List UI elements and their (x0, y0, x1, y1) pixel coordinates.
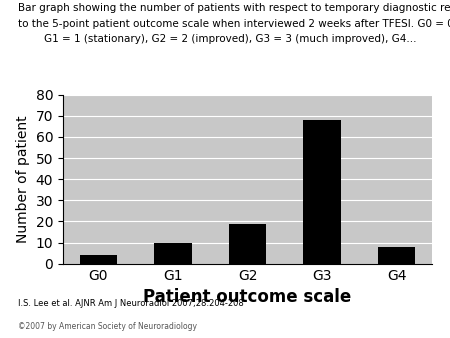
Bar (229, 223, 266, 264)
Text: AMERICAN JOURNAL OF NEURORADIOLOGY: AMERICAN JOURNAL OF NEURORADIOLOGY (293, 326, 381, 330)
Bar (378, 247, 415, 264)
FancyBboxPatch shape (251, 304, 285, 331)
X-axis label: Patient outcome scale: Patient outcome scale (144, 288, 351, 306)
Bar (303, 120, 341, 264)
Bar (154, 243, 192, 264)
Text: to the 5-point patient outcome scale when interviewed 2 weeks after TFESI. G0 = : to the 5-point patient outcome scale whe… (18, 19, 450, 29)
Text: Bar graph showing the number of patients with respect to temporary diagnostic re: Bar graph showing the number of patients… (18, 3, 450, 14)
Bar (80, 255, 117, 264)
Text: I.S. Lee et al. AJNR Am J Neuroradiol 2007;28:204-208: I.S. Lee et al. AJNR Am J Neuroradiol 20… (18, 299, 244, 308)
Text: AJNR: AJNR (293, 304, 342, 322)
Text: G1 = 1 (stationary), G2 = 2 (improved), G3 = 3 (much improved), G4...: G1 = 1 (stationary), G2 = 2 (improved), … (18, 34, 417, 44)
Y-axis label: Number of patient: Number of patient (16, 115, 30, 243)
Text: ©2007 by American Society of Neuroradiology: ©2007 by American Society of Neuroradiol… (18, 322, 197, 331)
